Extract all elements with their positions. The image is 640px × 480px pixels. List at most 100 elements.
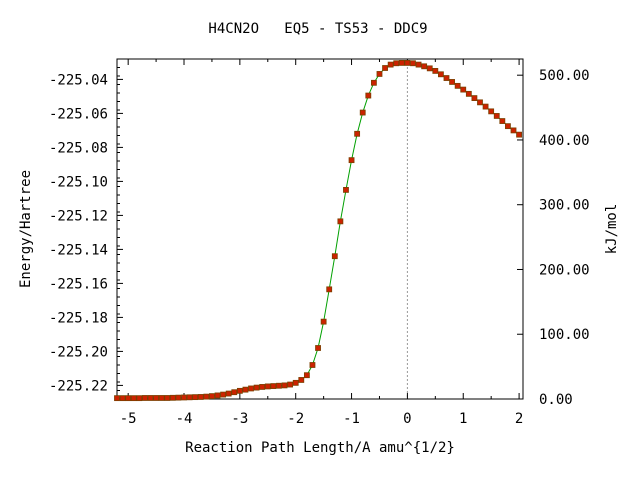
data-point <box>169 394 176 401</box>
x-tick-label: 2 <box>515 411 523 427</box>
data-point <box>510 127 517 134</box>
y-tick-label: -225.14 <box>49 242 108 258</box>
data-point <box>309 362 316 368</box>
x-tick-label: -3 <box>231 411 248 427</box>
data-point <box>303 372 310 379</box>
y2-axis-label: kJ/mol <box>604 204 620 255</box>
data-point <box>331 253 338 260</box>
data-point <box>259 384 266 390</box>
data-point <box>270 383 277 389</box>
data-point <box>281 382 288 389</box>
data-point <box>505 123 511 130</box>
data-point <box>192 394 199 401</box>
data-point <box>343 186 349 193</box>
data-point <box>376 71 383 77</box>
data-point <box>248 385 254 392</box>
data-point <box>153 395 159 401</box>
x-tick-label: 1 <box>459 411 467 427</box>
x-tick-label: -5 <box>120 411 137 427</box>
data-point <box>298 377 305 383</box>
y2-tick-label: 200.00 <box>539 262 590 278</box>
data-point <box>209 393 215 400</box>
data-point <box>242 386 249 393</box>
data-point <box>253 384 260 391</box>
data-point <box>114 395 120 402</box>
data-point <box>449 79 455 85</box>
data-point <box>264 383 271 390</box>
data-point <box>359 109 366 116</box>
data-point <box>398 60 405 66</box>
data-point <box>410 60 416 67</box>
data-point <box>147 395 154 401</box>
data-point <box>438 71 444 78</box>
data-point <box>315 345 321 351</box>
data-point <box>142 395 148 401</box>
data-point <box>186 394 193 401</box>
data-point <box>488 108 495 115</box>
data-point <box>460 86 467 93</box>
x-tick-label: -2 <box>287 411 304 427</box>
data-point <box>387 61 394 68</box>
data-point <box>421 63 428 70</box>
data-point <box>320 318 327 325</box>
data-point <box>354 130 361 137</box>
y-tick-label: -225.12 <box>49 208 108 224</box>
chart-title: H4CN2O EQ5 - TS53 - DDC9 <box>208 21 427 37</box>
data-point <box>426 65 433 72</box>
data-point <box>337 218 344 225</box>
data-point <box>370 79 377 86</box>
y-tick-label: -225.08 <box>49 140 108 156</box>
data-point <box>231 389 238 396</box>
data-point <box>482 103 489 110</box>
data-point <box>443 75 450 81</box>
y2-tick-label: 400.00 <box>539 133 590 149</box>
y2-tick-label: 0.00 <box>539 392 573 408</box>
data-point <box>471 95 478 101</box>
y-tick-label: -225.06 <box>49 106 108 122</box>
data-point <box>125 395 132 402</box>
data-point <box>516 131 522 138</box>
data-point <box>136 395 143 402</box>
data-point <box>348 157 355 164</box>
x-tick-label: 0 <box>403 411 411 427</box>
y-tick-label: -225.20 <box>49 344 108 360</box>
y2-tick-label: 100.00 <box>539 327 590 343</box>
data-point <box>454 82 461 89</box>
y-tick-label: -225.10 <box>49 174 108 190</box>
x-axis-label: Reaction Path Length/A amu^{1/2} <box>185 440 455 456</box>
data-point <box>181 394 187 401</box>
data-point <box>236 387 243 394</box>
y-tick-label: -225.18 <box>49 310 108 326</box>
data-point <box>415 61 422 68</box>
data-point <box>225 390 232 397</box>
data-point <box>197 394 204 400</box>
data-point <box>493 113 500 119</box>
data-point <box>393 60 400 67</box>
data-point <box>382 65 388 71</box>
data-point <box>158 395 165 401</box>
data-point <box>365 92 372 99</box>
data-point <box>477 99 483 106</box>
data-point <box>175 394 182 401</box>
y-tick-label: -225.22 <box>49 378 108 394</box>
y-axis-label: Energy/Hartree <box>18 170 34 288</box>
x-tick-label: -1 <box>343 411 360 427</box>
data-point <box>292 379 299 386</box>
data-point <box>220 391 227 398</box>
y-tick-label: -225.16 <box>49 276 108 292</box>
data-point <box>203 393 210 400</box>
data-point <box>130 395 137 402</box>
data-point <box>119 395 126 402</box>
y-tick-label: -225.04 <box>49 72 108 88</box>
x-tick-label: -4 <box>176 411 193 427</box>
data-point <box>326 286 333 293</box>
data-point <box>164 395 171 401</box>
data-point <box>276 382 282 389</box>
y2-tick-label: 500.00 <box>539 68 590 84</box>
data-point <box>465 90 472 97</box>
data-point <box>214 392 221 399</box>
y2-tick-label: 300.00 <box>539 198 590 214</box>
data-point <box>287 381 294 388</box>
data-point <box>432 68 439 74</box>
